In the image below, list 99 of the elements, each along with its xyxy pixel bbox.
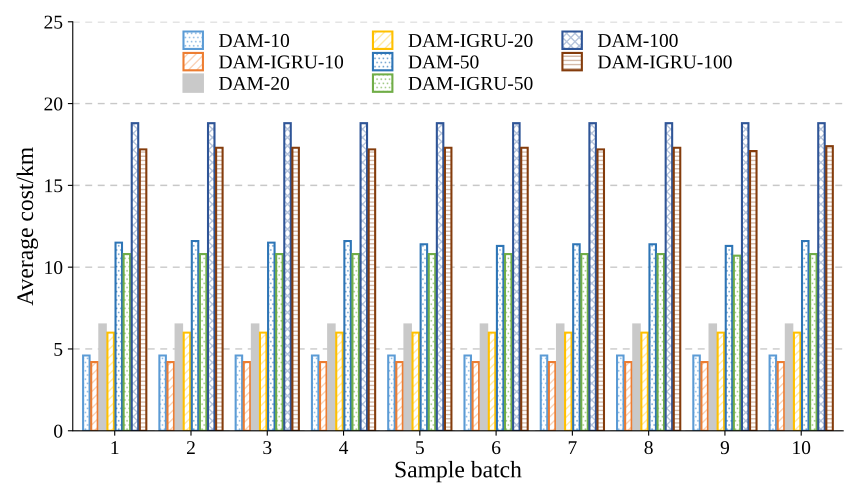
bar: [158, 354, 167, 431]
bar: [138, 148, 148, 431]
bar: [496, 244, 504, 431]
bar: [648, 243, 657, 431]
legend-label: DAM-100: [598, 34, 678, 48]
bar: [616, 354, 625, 431]
y-tick-label: 10: [45, 260, 62, 274]
bar: [817, 122, 826, 431]
bar: [395, 361, 404, 431]
x-tick-label: 5: [416, 441, 424, 454]
legend-label: DAM-50: [408, 55, 478, 68]
x-tick-label: 8: [644, 441, 653, 454]
bar: [800, 240, 810, 431]
bar: [548, 361, 556, 431]
bar: [640, 332, 649, 431]
bar: [130, 122, 140, 431]
y-tick-label: 20: [44, 97, 62, 111]
legend-label: DAM-20: [219, 76, 290, 90]
bar: [215, 146, 224, 431]
bar: [190, 240, 200, 431]
bar: [106, 332, 115, 431]
bar: [420, 243, 428, 431]
x-tick-label: 9: [720, 441, 729, 454]
bar: [749, 150, 758, 431]
bar: [444, 146, 452, 431]
bar: [692, 354, 701, 431]
bar: [580, 253, 589, 431]
bar: [708, 323, 718, 431]
bar: [520, 146, 529, 431]
bar: [809, 253, 818, 431]
bar: [166, 361, 176, 431]
bar: [700, 361, 709, 431]
bar: [275, 253, 284, 431]
bar: [656, 253, 666, 431]
x-tick-label: 2: [186, 441, 195, 454]
bar: [267, 242, 276, 431]
x-tick-label: 6: [492, 441, 500, 454]
bar: [90, 361, 99, 431]
bar: [792, 332, 802, 431]
bar: [488, 332, 496, 431]
bar: [472, 361, 480, 431]
bar: [291, 146, 300, 431]
bar: [672, 146, 682, 431]
bar: [343, 240, 352, 431]
bar: [182, 332, 192, 431]
bar: [335, 332, 344, 431]
bar: [572, 243, 581, 431]
bar: [564, 332, 573, 431]
bar: [258, 332, 268, 431]
bar: [387, 354, 396, 431]
bar: [664, 122, 674, 431]
bar: [122, 253, 132, 431]
bar: [624, 361, 633, 431]
bar: [768, 354, 778, 431]
x-axis-title: Sample batch: [396, 460, 522, 482]
bar: [82, 354, 91, 431]
bar: [283, 122, 292, 431]
bar: [114, 242, 124, 431]
bar: [411, 332, 420, 431]
legend-label: DAM-IGRU-100: [598, 55, 732, 68]
bar: [724, 244, 734, 431]
bar: [588, 122, 597, 431]
bar: [234, 354, 244, 431]
bar: [596, 148, 606, 431]
legend-label: DAM-IGRU-10: [219, 55, 344, 68]
bar: [310, 354, 320, 431]
x-tick-label: 4: [339, 441, 348, 454]
legend-label: DAM-IGRU-50: [408, 76, 533, 90]
bar: [368, 148, 376, 431]
bar: [740, 122, 750, 431]
x-tick-label: 10: [793, 441, 810, 454]
bar: [428, 253, 436, 431]
bar: [784, 323, 794, 431]
bar: [716, 332, 726, 431]
bar: [825, 145, 834, 431]
bar: [242, 361, 252, 431]
bar: [732, 254, 742, 431]
y-tick-label: 15: [45, 179, 62, 192]
bar: [512, 122, 521, 431]
bar: [436, 122, 444, 431]
bar: [198, 253, 208, 431]
bar: [351, 253, 360, 431]
y-tick-label: 0: [54, 424, 62, 438]
bar: [318, 361, 328, 431]
legend-label: DAM-10: [219, 34, 290, 48]
y-tick-label: 25: [44, 16, 62, 29]
bar: [776, 361, 786, 431]
bar: [206, 122, 216, 431]
y-axis-title: Average cost/km: [16, 147, 38, 306]
bar: [360, 122, 368, 431]
y-tick-label: 5: [54, 342, 62, 356]
legend-label: DAM-IGRU-20: [408, 34, 533, 48]
bar: [463, 354, 472, 431]
bar: [632, 323, 641, 431]
bar: [504, 253, 513, 431]
x-tick-label: 7: [568, 441, 577, 454]
bar: [540, 354, 548, 431]
x-tick-label: 1: [112, 441, 118, 454]
x-tick-label: 3: [263, 441, 272, 454]
